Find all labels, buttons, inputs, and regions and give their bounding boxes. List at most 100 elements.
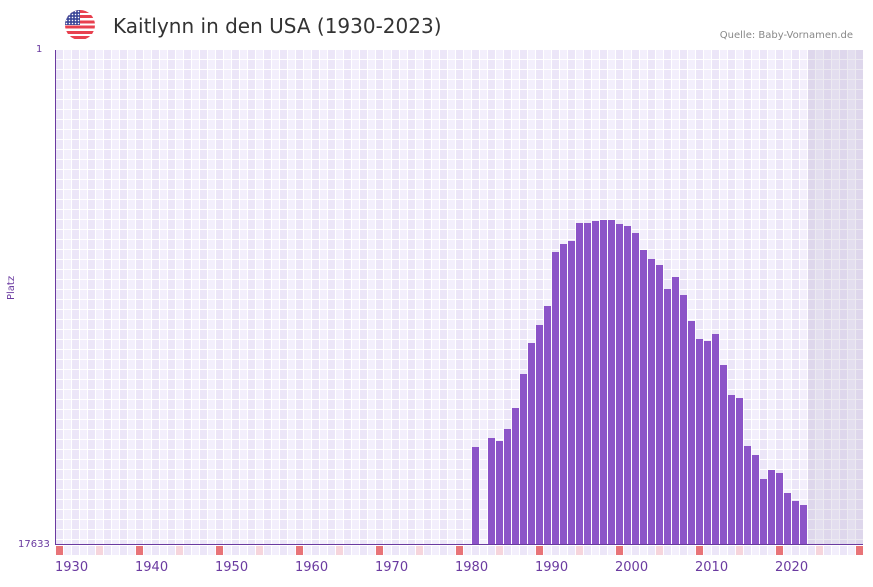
x-tick — [520, 546, 527, 555]
x-tick — [192, 546, 199, 555]
x-tick — [176, 546, 183, 555]
data-bar[interactable] — [488, 437, 495, 544]
data-bar[interactable] — [664, 288, 671, 544]
data-bar[interactable] — [776, 472, 783, 544]
data-bar[interactable] — [784, 492, 791, 544]
x-tick — [536, 546, 543, 555]
x-tick — [560, 546, 567, 555]
x-tick — [224, 546, 231, 555]
data-bar[interactable] — [496, 440, 503, 544]
y-axis-bottom-label: 17633 — [18, 539, 50, 550]
data-bar[interactable] — [736, 397, 743, 544]
data-bar[interactable] — [520, 373, 527, 544]
data-bar[interactable] — [672, 276, 679, 544]
x-tick — [840, 546, 847, 555]
x-tick — [136, 546, 143, 555]
x-tick — [808, 546, 815, 555]
data-bar[interactable] — [800, 504, 807, 544]
data-bar[interactable] — [592, 220, 599, 544]
x-tick — [816, 546, 823, 555]
data-bar[interactable] — [648, 258, 655, 544]
x-tick — [800, 546, 807, 555]
data-bar[interactable] — [512, 407, 519, 544]
x-tick — [480, 546, 487, 555]
data-bar[interactable] — [568, 240, 575, 544]
x-tick — [456, 546, 463, 555]
x-tick — [184, 546, 191, 555]
data-bar[interactable] — [768, 469, 775, 544]
data-bar[interactable] — [696, 338, 703, 544]
data-bar[interactable] — [656, 265, 663, 544]
x-tick — [552, 546, 559, 555]
data-bar[interactable] — [704, 340, 711, 544]
x-tick — [528, 546, 535, 555]
x-tick — [584, 546, 591, 555]
data-bar[interactable] — [472, 447, 479, 544]
chart-title: Kaitlynn in den USA (1930-2023) — [113, 14, 442, 38]
x-tick — [512, 546, 519, 555]
x-tick — [368, 546, 375, 555]
x-tick — [256, 546, 263, 555]
x-tick — [656, 546, 663, 555]
data-bar[interactable] — [608, 219, 615, 544]
x-tick — [720, 546, 727, 555]
data-bar[interactable] — [528, 343, 535, 544]
x-axis-label: 1960 — [295, 560, 328, 575]
data-bar[interactable] — [584, 223, 591, 544]
x-tick — [248, 546, 255, 555]
x-tick — [760, 546, 767, 555]
data-bar[interactable] — [552, 252, 559, 544]
x-tick — [640, 546, 647, 555]
x-tick — [408, 546, 415, 555]
x-tick — [144, 546, 151, 555]
x-tick — [320, 546, 327, 555]
x-tick — [856, 546, 863, 555]
x-tick — [832, 546, 839, 555]
data-bar[interactable] — [752, 454, 759, 544]
data-bar[interactable] — [536, 324, 543, 544]
data-bar[interactable] — [728, 394, 735, 544]
x-tick — [664, 546, 671, 555]
x-tick — [432, 546, 439, 555]
x-tick — [448, 546, 455, 555]
data-bar[interactable] — [688, 320, 695, 544]
data-bar[interactable] — [744, 445, 751, 544]
x-tick — [352, 546, 359, 555]
data-bar[interactable] — [712, 333, 719, 544]
data-bar[interactable] — [624, 226, 631, 544]
data-bar[interactable] — [504, 428, 511, 544]
data-bar[interactable] — [792, 500, 799, 544]
x-tick — [784, 546, 791, 555]
x-tick — [728, 546, 735, 555]
x-tick — [200, 546, 207, 555]
data-bar[interactable] — [680, 294, 687, 544]
x-tick — [232, 546, 239, 555]
x-tick — [104, 546, 111, 555]
data-bar[interactable] — [616, 223, 623, 544]
data-bar[interactable] — [560, 243, 567, 544]
usa-flag-icon — [65, 10, 95, 40]
x-axis-line — [55, 544, 863, 545]
data-bar[interactable] — [576, 223, 583, 544]
x-tick — [328, 546, 335, 555]
data-bar[interactable] — [632, 232, 639, 544]
x-axis-label: 1980 — [455, 560, 488, 575]
x-tick — [576, 546, 583, 555]
x-tick — [616, 546, 623, 555]
x-tick — [632, 546, 639, 555]
x-tick — [824, 546, 831, 555]
x-tick — [416, 546, 423, 555]
data-bar[interactable] — [720, 364, 727, 544]
x-tick — [608, 546, 615, 555]
x-tick — [504, 546, 511, 555]
x-tick — [344, 546, 351, 555]
data-bar[interactable] — [640, 249, 647, 544]
x-tick — [336, 546, 343, 555]
data-bar[interactable] — [544, 305, 551, 544]
data-bar[interactable] — [600, 219, 607, 544]
x-tick — [752, 546, 759, 555]
x-axis-label: 1940 — [135, 560, 168, 575]
x-tick — [376, 546, 383, 555]
x-tick — [712, 546, 719, 555]
data-bar[interactable] — [760, 479, 767, 544]
